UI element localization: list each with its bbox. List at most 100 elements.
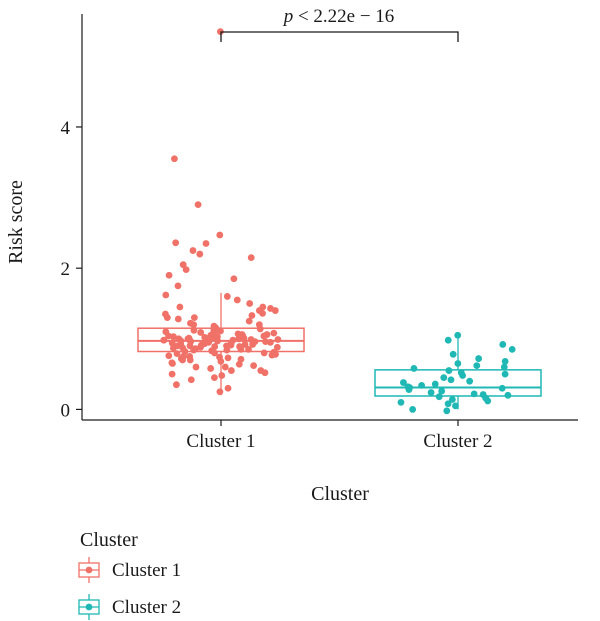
data-point xyxy=(197,329,205,336)
data-point xyxy=(470,390,478,398)
data-point xyxy=(211,343,219,350)
data-point xyxy=(255,307,263,314)
data-point xyxy=(400,379,407,386)
data-point xyxy=(409,406,417,413)
data-point xyxy=(207,365,215,372)
data-point xyxy=(499,341,507,348)
data-point xyxy=(162,310,169,318)
data-point xyxy=(165,352,173,360)
y-tick-label: 2 xyxy=(61,259,71,280)
outlier-point xyxy=(165,271,173,279)
box-group-1 xyxy=(137,28,305,396)
axes: 0 2 4 Cluster 1 Cluster 2 xyxy=(61,14,578,452)
data-point xyxy=(190,314,198,322)
y-tick-label: 4 xyxy=(61,118,71,139)
data-point xyxy=(223,293,231,300)
data-point xyxy=(260,332,268,340)
data-point xyxy=(227,339,235,347)
data-point xyxy=(251,338,259,346)
data-point xyxy=(473,362,481,370)
data-point xyxy=(479,391,487,398)
data-point xyxy=(236,343,243,350)
data-point xyxy=(449,350,457,358)
data-point xyxy=(221,363,229,371)
data-point xyxy=(237,355,245,363)
y-axis-title: Risk score xyxy=(5,180,27,264)
data-point xyxy=(274,336,282,343)
data-point xyxy=(218,372,226,379)
data-point xyxy=(454,331,462,339)
data-point xyxy=(270,350,278,358)
outlier-point xyxy=(216,231,224,239)
outlier-point xyxy=(247,254,255,261)
data-point xyxy=(245,317,253,325)
data-point xyxy=(192,363,200,371)
data-point xyxy=(173,350,181,358)
data-point xyxy=(201,333,209,341)
data-point xyxy=(246,300,254,307)
data-point xyxy=(435,393,443,401)
outlier-point xyxy=(196,250,204,258)
data-point xyxy=(186,353,194,360)
data-point xyxy=(270,329,278,337)
data-point xyxy=(260,349,268,357)
data-point xyxy=(162,291,170,299)
outlier-point xyxy=(202,240,210,247)
data-point xyxy=(241,341,249,348)
legend-label-1: Cluster 1 xyxy=(112,560,181,581)
data-point xyxy=(174,342,181,350)
data-point xyxy=(262,338,269,346)
data-point xyxy=(214,333,221,341)
data-point xyxy=(224,354,232,362)
data-point xyxy=(457,369,465,377)
legend-key-dot xyxy=(85,566,93,574)
significance-bracket-line xyxy=(220,31,459,42)
data-point xyxy=(216,353,223,361)
legend-key-2 xyxy=(78,594,100,620)
data-point xyxy=(179,356,186,364)
outlier-point xyxy=(171,155,178,163)
data-point xyxy=(418,382,426,389)
data-point xyxy=(443,407,451,415)
data-point xyxy=(233,296,241,304)
x-tick-label: Cluster 2 xyxy=(423,431,492,452)
data-point xyxy=(498,384,506,392)
outlier-point xyxy=(172,239,180,247)
data-point xyxy=(227,367,235,374)
data-point xyxy=(500,363,508,371)
data-point xyxy=(187,319,194,327)
data-point xyxy=(248,312,256,319)
outlier-point xyxy=(194,201,202,209)
data-point xyxy=(190,346,198,354)
x-axis-title: Cluster xyxy=(311,483,369,505)
data-point xyxy=(177,337,185,345)
legend: Cluster Cluster 1 Cluster 2 xyxy=(78,529,181,620)
data-point xyxy=(448,396,456,403)
data-point xyxy=(184,335,192,343)
data-point xyxy=(169,360,176,367)
data-point xyxy=(431,380,439,388)
data-point xyxy=(216,388,224,396)
box-group-2 xyxy=(374,331,542,415)
data-point xyxy=(160,336,168,344)
y-tick-label: 0 xyxy=(61,400,71,421)
data-point xyxy=(205,338,213,346)
data-point xyxy=(187,376,195,384)
data-point xyxy=(212,324,220,332)
data-point xyxy=(190,326,198,334)
data-point xyxy=(445,367,453,374)
x-tick-label: Cluster 1 xyxy=(186,431,255,452)
data-point xyxy=(255,321,263,329)
data-point xyxy=(168,370,176,378)
outlier-point xyxy=(174,282,182,290)
data-point xyxy=(475,355,483,362)
plot-area xyxy=(137,28,542,415)
legend-key-1 xyxy=(78,557,100,583)
data-point xyxy=(174,315,182,323)
legend-label-2: Cluster 2 xyxy=(112,597,181,618)
outlier-point xyxy=(182,266,190,274)
significance-bracket: p < 2.22e − 16 xyxy=(220,6,459,42)
data-point xyxy=(176,303,184,311)
data-point xyxy=(438,387,446,395)
